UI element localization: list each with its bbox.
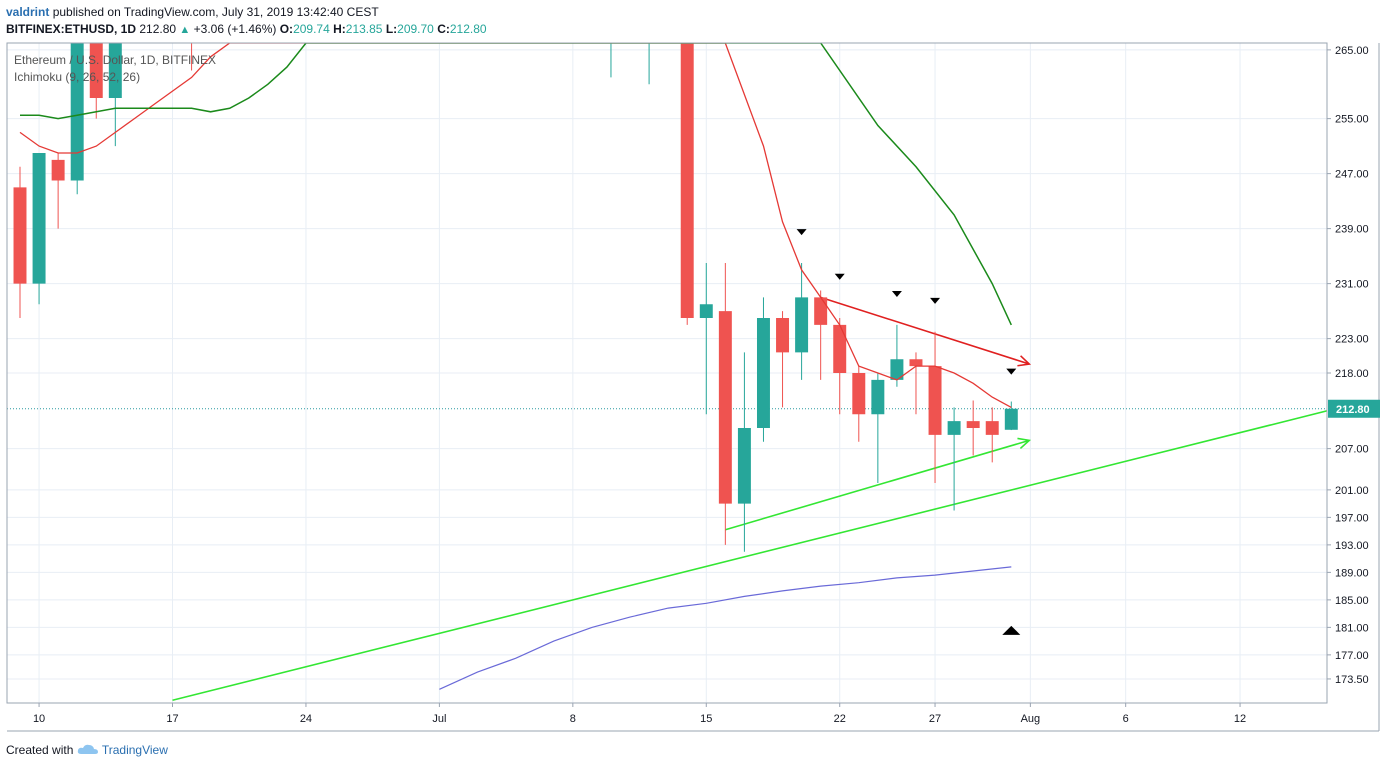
candle-body bbox=[909, 359, 923, 367]
candle-body bbox=[89, 43, 103, 98]
chart-legend-title: Ethereum / U.S. Dollar, 1D, BITFINEX bbox=[14, 53, 217, 67]
y-tick-label: 185.00 bbox=[1335, 595, 1369, 607]
red-trendline bbox=[820, 296, 1030, 365]
x-tick-label: 10 bbox=[33, 713, 45, 725]
high-value: 213.85 bbox=[345, 22, 383, 36]
x-tick-label: Jul bbox=[432, 713, 446, 725]
x-tick-label: 15 bbox=[700, 713, 712, 725]
x-tick-label: 27 bbox=[929, 713, 941, 725]
candle-body bbox=[776, 318, 790, 353]
x-tick-label: 8 bbox=[570, 713, 576, 725]
candle-body bbox=[13, 187, 27, 284]
candle-body bbox=[108, 43, 122, 98]
candle-body bbox=[185, 0, 198, 29]
x-tick-label: 17 bbox=[166, 713, 178, 725]
y-tick-label: 247.00 bbox=[1335, 169, 1369, 181]
candle-body bbox=[947, 421, 961, 435]
footer: Created with TradingView bbox=[6, 742, 168, 757]
x-tick-label: 6 bbox=[1123, 713, 1129, 725]
y-tick-label: 189.00 bbox=[1335, 567, 1369, 579]
last-price-tag-label: 212.80 bbox=[1336, 404, 1370, 416]
price-chart[interactable]: 10 17 24 Jul 8 15 22 27 Aug 6 12 265.00 255.00 247.00… bbox=[0, 0, 1387, 740]
down-triangle-marker bbox=[796, 229, 807, 236]
candle-body bbox=[890, 359, 904, 380]
down-triangle-marker bbox=[891, 290, 902, 297]
kijun-sen-line bbox=[20, 43, 1012, 326]
y-tick-label: 223.00 bbox=[1335, 334, 1369, 346]
red-trendline-arrowhead bbox=[1017, 355, 1032, 367]
chart-axes: 10 17 24 Jul 8 15 22 27 Aug 6 12 265.00 255.00 247.00… bbox=[6, 42, 1380, 732]
candle-body bbox=[128, 0, 141, 16]
down-triangle-marker bbox=[834, 273, 845, 280]
up-triangle-marker bbox=[1002, 625, 1021, 635]
high-label: H: bbox=[333, 22, 346, 36]
candle-body bbox=[718, 311, 732, 504]
tradingview-cloud-icon bbox=[77, 744, 98, 754]
y-tick-label: 207.00 bbox=[1335, 444, 1369, 456]
up-triangle-icon: ▲ bbox=[179, 24, 191, 36]
indicator-legend: Ichimoku (9, 26, 52, 26) bbox=[14, 70, 141, 84]
publish-header: valdrint published on TradingView.com, J… bbox=[6, 5, 379, 19]
lagging-span-line bbox=[439, 566, 1012, 690]
candle-body bbox=[928, 366, 942, 435]
publish-info: published on TradingView.com, July 31, 2… bbox=[52, 5, 379, 19]
candle-body bbox=[1004, 408, 1018, 430]
candle-body bbox=[966, 421, 980, 428]
green-trendline bbox=[172, 410, 1327, 702]
candle-body bbox=[814, 297, 828, 325]
y-tick-label: 173.50 bbox=[1335, 674, 1369, 686]
y-tick-label: 265.00 bbox=[1335, 45, 1369, 57]
close-label: C: bbox=[437, 22, 450, 36]
y-tick-label: 181.00 bbox=[1335, 622, 1369, 634]
low-label: L: bbox=[385, 22, 398, 36]
down-triangle-marker bbox=[930, 297, 941, 304]
candle-body bbox=[756, 318, 770, 428]
symbol-header: BITFINEX:ETHUSD, 1D 212.80 ▲ +3.06 (+1.4… bbox=[6, 22, 487, 36]
green-trendline bbox=[725, 439, 1030, 531]
open-label: O: bbox=[279, 22, 294, 36]
open-value: 209.74 bbox=[293, 22, 330, 36]
candle-body bbox=[51, 159, 65, 181]
close-value: 212.80 bbox=[449, 22, 487, 36]
green-trendline-arrowhead bbox=[1017, 437, 1032, 450]
x-tick-label: 22 bbox=[834, 713, 846, 725]
last-price: 212.80 bbox=[139, 22, 177, 36]
chart-grid bbox=[7, 43, 1327, 703]
candle-body bbox=[852, 373, 866, 415]
price-change: +3.06 (+1.46%) bbox=[193, 22, 277, 36]
y-tick-label: 231.00 bbox=[1335, 279, 1369, 291]
y-tick-label: 255.00 bbox=[1335, 114, 1369, 126]
y-tick-label: 177.00 bbox=[1335, 650, 1369, 662]
last-price-tag: 212.80 bbox=[1328, 399, 1380, 418]
author-name[interactable]: valdrint bbox=[6, 5, 50, 19]
candle-body bbox=[833, 324, 847, 373]
candle-body bbox=[204, 0, 217, 29]
y-tick-label: 193.00 bbox=[1335, 540, 1369, 552]
footer-created-text: Created with bbox=[6, 743, 74, 757]
y-tick-label: 239.00 bbox=[1335, 224, 1369, 236]
candle-body bbox=[680, 43, 694, 318]
candle-body bbox=[32, 153, 46, 284]
y-tick-label: 201.00 bbox=[1335, 485, 1369, 497]
candle-body bbox=[795, 297, 809, 353]
plot-area bbox=[7, 0, 1327, 702]
y-tick-label: 218.00 bbox=[1335, 368, 1369, 380]
y-tick-label: 197.00 bbox=[1335, 512, 1369, 524]
candle-body bbox=[699, 304, 713, 318]
x-tick-label: 24 bbox=[300, 713, 312, 725]
candle-body bbox=[70, 43, 84, 181]
down-triangle-marker bbox=[1006, 368, 1017, 375]
candle-body bbox=[871, 379, 885, 415]
candle-body bbox=[737, 428, 751, 504]
symbol-label: BITFINEX:ETHUSD, 1D bbox=[6, 22, 137, 36]
candle-body bbox=[985, 421, 999, 435]
tenkan-sen-line bbox=[19, 43, 1012, 408]
low-value: 209.70 bbox=[397, 22, 434, 36]
last-price-tag-bg bbox=[1328, 399, 1380, 418]
x-tick-label: 12 bbox=[1234, 713, 1246, 725]
tradingview-brand-link[interactable]: TradingView bbox=[101, 743, 168, 757]
x-tick-label: Aug bbox=[1021, 713, 1041, 725]
